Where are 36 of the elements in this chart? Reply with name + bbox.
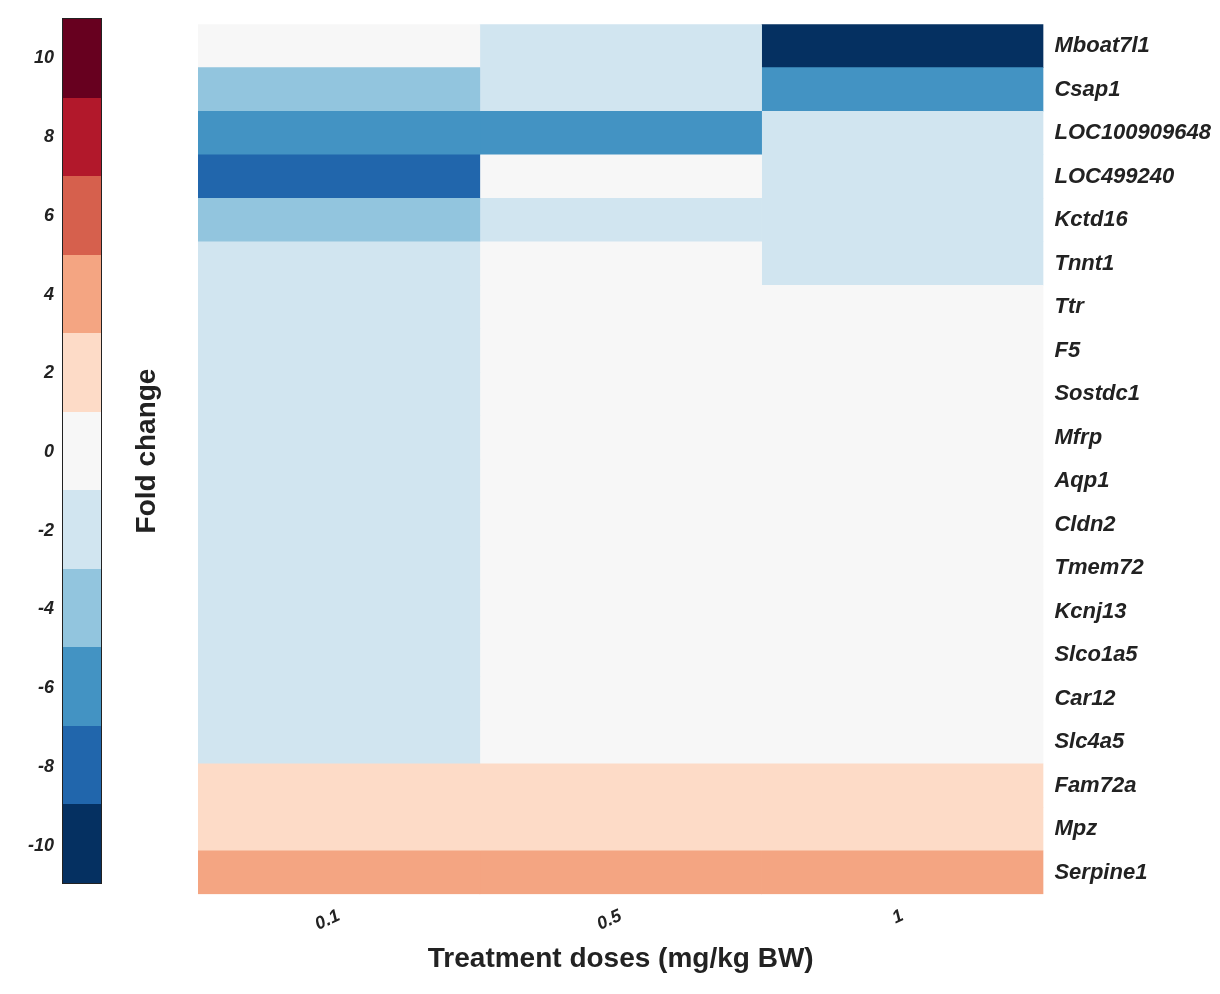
y-tick-label: Sostdc1 bbox=[1054, 380, 1141, 406]
color-bar-label: 8 bbox=[43, 125, 54, 148]
x-tick-label: 1 bbox=[888, 905, 907, 928]
color-bar-label: -2 bbox=[37, 518, 54, 541]
color-bar-label: 6 bbox=[43, 203, 54, 226]
y-tick-label: Slco1a5 bbox=[1054, 641, 1139, 667]
color-bar-label: -4 bbox=[37, 597, 54, 620]
y-tick-label: Mfrp bbox=[1054, 423, 1103, 449]
y-tick-label: Kcnj13 bbox=[1054, 597, 1127, 623]
color-bar-label: 0 bbox=[43, 440, 54, 462]
y-tick-label: Ttr bbox=[1054, 293, 1086, 319]
y-tick-label: LOC499240 bbox=[1054, 162, 1176, 188]
x-axis-title: Treatment doses (mg/kg BW) bbox=[427, 941, 814, 973]
y-tick-label: Slc4a5 bbox=[1054, 728, 1125, 754]
y-tick-label: Tnnt1 bbox=[1054, 249, 1115, 275]
color-bar-label: -8 bbox=[37, 754, 54, 777]
color-bar-label: 10 bbox=[33, 46, 54, 69]
y-tick-label: Car12 bbox=[1054, 684, 1117, 710]
y-tick-label: Serpine1 bbox=[1054, 858, 1148, 884]
y-tick-label: Mboat7l1 bbox=[1054, 32, 1150, 58]
y-tick-label: Csap1 bbox=[1054, 75, 1121, 101]
color-bar-label: 2 bbox=[43, 361, 54, 384]
color-bar-title: Fold change bbox=[130, 368, 162, 534]
color-bar-label: 4 bbox=[43, 282, 54, 305]
y-tick-label: Kctd16 bbox=[1054, 206, 1129, 232]
y-tick-label: Cldn2 bbox=[1054, 510, 1117, 536]
y-tick-label: Mpz bbox=[1054, 815, 1098, 841]
y-tick-label: F5 bbox=[1054, 336, 1081, 362]
y-tick-label: Aqp1 bbox=[1053, 467, 1110, 493]
y-tick-label: Fam72a bbox=[1054, 771, 1137, 797]
x-tick-label: 0.1 bbox=[311, 905, 343, 934]
x-tick-label: 0.5 bbox=[593, 904, 626, 934]
y-tick-label: Tmem72 bbox=[1054, 554, 1145, 580]
y-tick-label: LOC100909648 bbox=[1054, 119, 1212, 145]
color-bar-label: -6 bbox=[37, 676, 54, 699]
color-bar-label: -10 bbox=[27, 833, 54, 856]
